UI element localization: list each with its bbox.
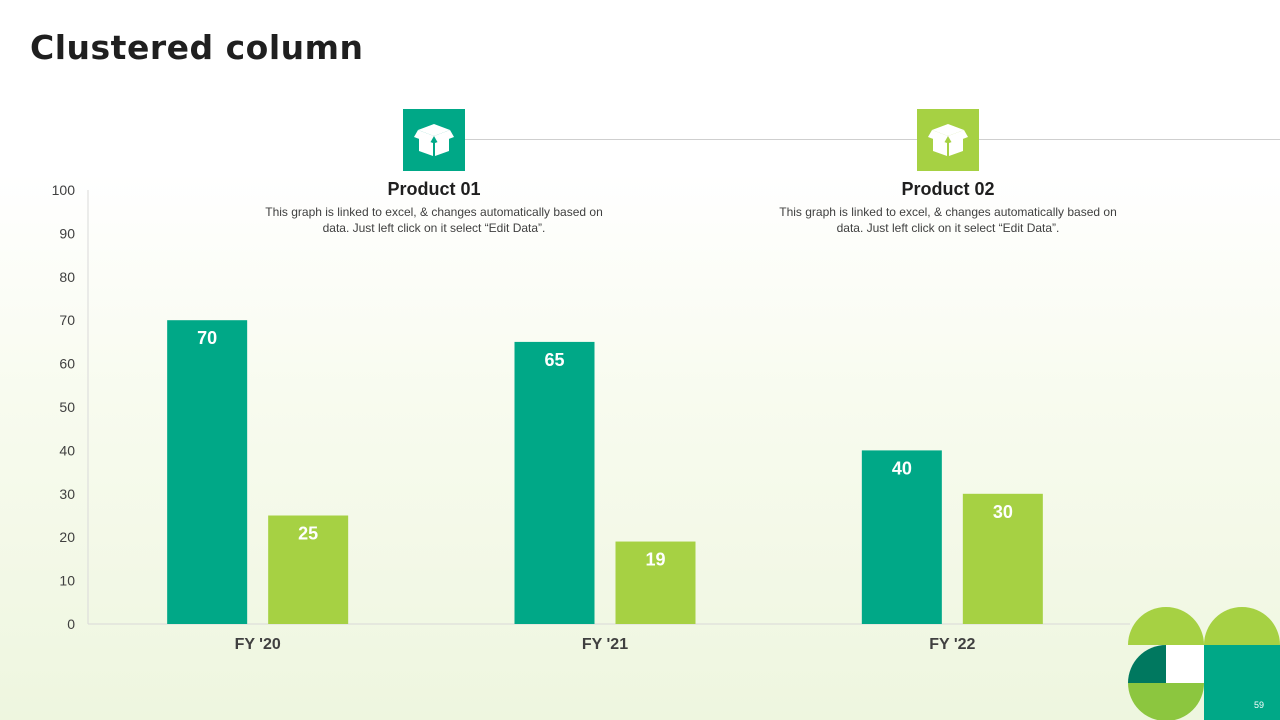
product-02-description: This graph is linked to excel, & changes… [779,205,1117,235]
slide-title: Clustered column [30,28,364,67]
deco-half-circle-bottom [1128,683,1204,720]
bar [615,541,696,624]
y-tick-label: 100 [52,182,76,198]
x-tick-label: FY '21 [582,636,628,653]
y-tick-label: 40 [59,442,75,458]
data-label: 70 [197,328,217,348]
y-tick-label: 50 [59,399,75,415]
y-tick-label: 0 [67,616,75,632]
data-label: 40 [892,458,912,478]
y-tick-label: 90 [59,225,75,241]
product-01-box-icon [403,109,465,171]
bar [514,341,595,624]
data-label: 19 [645,550,665,570]
deco-square [1204,645,1280,720]
y-tick-label: 60 [59,356,75,372]
y-tick-label: 80 [59,269,75,285]
x-tick-label: FY '20 [235,636,281,653]
product-02-box-icon [917,109,979,171]
connector-line [432,139,1280,140]
y-tick-label: 70 [59,312,75,328]
product-01-heading: Product 01 [387,179,481,199]
data-label: 65 [544,350,564,370]
bar [861,450,942,624]
product-02-heading: Product 02 [901,179,995,199]
data-label: 25 [298,524,318,544]
bar [167,320,248,624]
open-box-icon [928,124,968,156]
page-number: 59 [1253,700,1264,710]
bar [962,493,1043,624]
open-box-icon [414,124,454,156]
deco-half-circle-top-right [1204,607,1280,645]
y-tick-label: 20 [59,529,75,545]
y-tick-label: 10 [59,573,75,589]
product-01-description: This graph is linked to excel, & changes… [265,205,603,235]
deco-quarter-circle [1128,645,1166,683]
deco-white-square [1166,645,1204,683]
bar [268,515,349,624]
deco-half-circle-top-left [1128,607,1204,645]
y-tick-label: 30 [59,486,75,502]
x-tick-label: FY '22 [929,636,975,653]
data-label: 30 [993,502,1013,522]
